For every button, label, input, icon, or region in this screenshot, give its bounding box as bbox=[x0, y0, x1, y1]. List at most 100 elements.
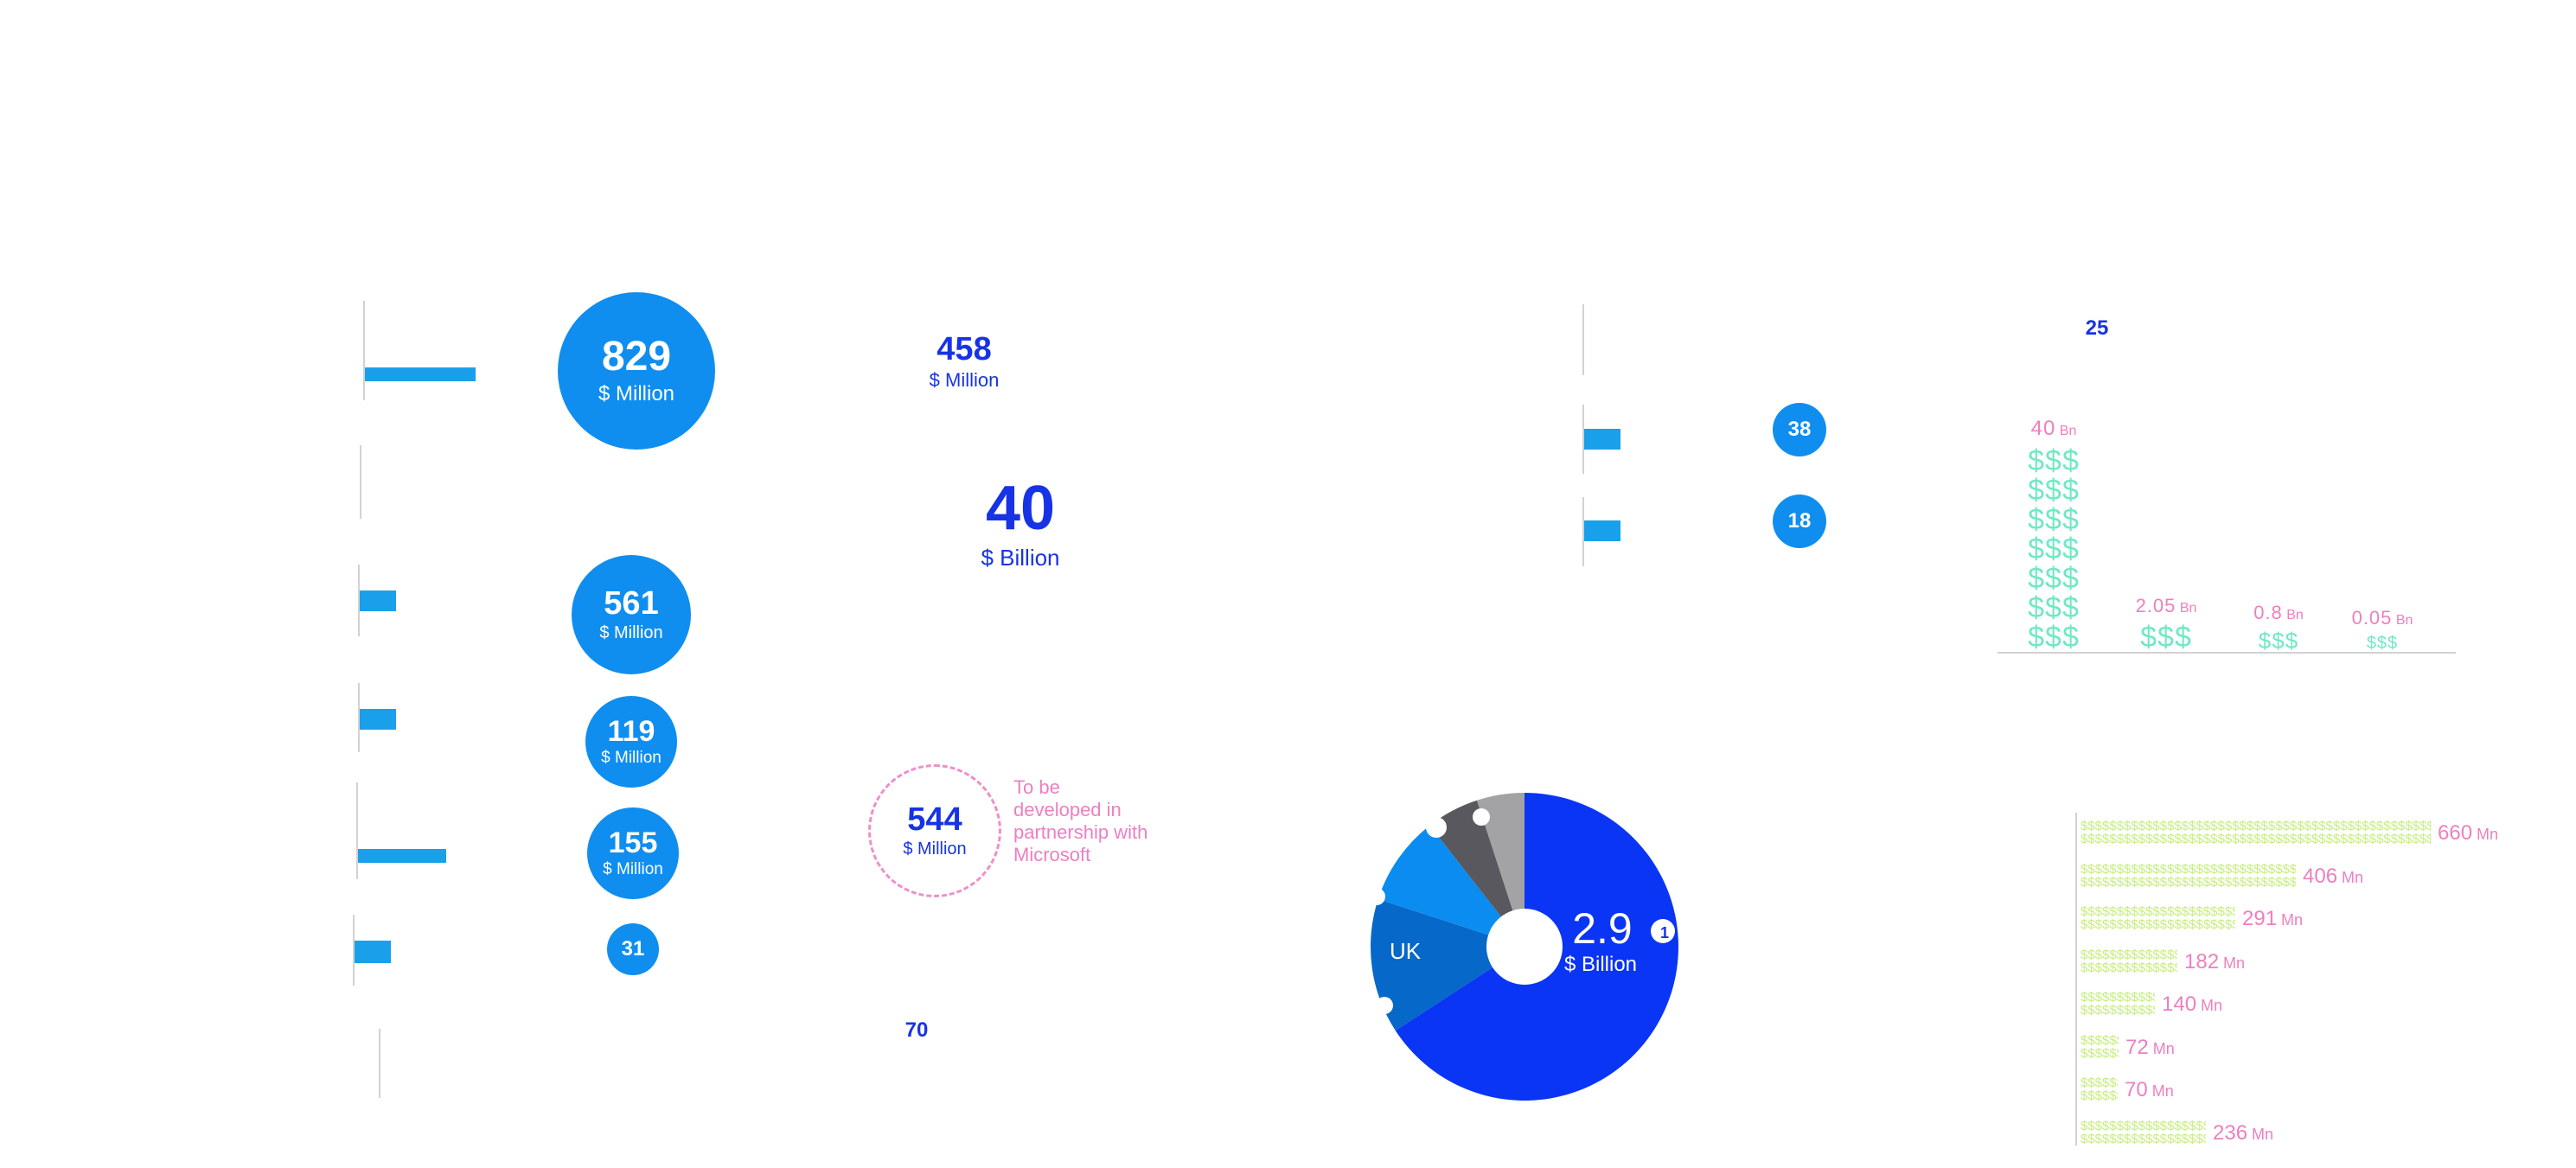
donut-value: 2.9 bbox=[1572, 904, 1633, 953]
left-axis-line-6 bbox=[353, 915, 355, 986]
left-axis-line-1 bbox=[363, 301, 365, 400]
donut-edge-label: 1 bbox=[1660, 924, 1669, 941]
row-value: 140 bbox=[2162, 992, 2197, 1016]
column-3: 0.8 Bn $$$ bbox=[2235, 602, 2322, 654]
right-axis-line-3 bbox=[1582, 497, 1584, 566]
column-1: 40 Bn $$$ $$$ $$$ $$$ $$$ $$$ $$$ bbox=[2010, 417, 2097, 654]
row-value: 291 bbox=[2242, 907, 2278, 930]
left-circle-31: 31 bbox=[607, 923, 659, 975]
row-value-label: 72 Mn bbox=[2125, 1037, 2175, 1058]
left-axis-line-7 bbox=[379, 1029, 380, 1098]
row-unit: Mn bbox=[2219, 954, 2246, 972]
column-glyph: $$$ bbox=[2028, 621, 2080, 654]
row-value-label: 140 Mn bbox=[2162, 994, 2222, 1015]
left-bar-1 bbox=[365, 367, 476, 381]
row-chart-axis bbox=[2075, 813, 2077, 1146]
column-value-label: 40 Bn bbox=[2031, 417, 2077, 441]
row-glyph-line: $$$$$$ bbox=[2081, 1076, 2118, 1090]
column-glyph: $$$ bbox=[2140, 621, 2192, 654]
circle-value: 38 bbox=[1787, 418, 1812, 441]
row-value-label: 406 Mn bbox=[2303, 864, 2363, 888]
row-value: 72 bbox=[2125, 1035, 2149, 1059]
row-unit: Mn bbox=[2196, 997, 2223, 1014]
column-glyph: $$$ bbox=[2028, 474, 2080, 507]
row-value-label: 660 Mn bbox=[2438, 823, 2498, 844]
circle-value: 561 bbox=[604, 585, 659, 622]
left-axis-line-3 bbox=[358, 565, 360, 636]
right-circle-18: 18 bbox=[1773, 495, 1826, 548]
column-unit: Bn bbox=[2392, 613, 2413, 628]
label-25: 25 bbox=[2085, 316, 2109, 340]
circle-value: 829 bbox=[601, 333, 672, 380]
row-glyph-line: $$$$$$ bbox=[2081, 1045, 2119, 1060]
column-value: 40 bbox=[2030, 417, 2056, 440]
column-unit: Bn bbox=[2282, 608, 2304, 622]
right-circle-38: 38 bbox=[1773, 403, 1826, 456]
column-glyph: $$$ bbox=[2028, 562, 2080, 595]
left-axis-line-5 bbox=[356, 782, 358, 879]
circle-unit: $ Million bbox=[601, 748, 662, 767]
row-value-label: 291 Mn bbox=[2242, 909, 2303, 929]
column-value: 0.05 bbox=[2351, 607, 2393, 629]
column-glyph: $$$ bbox=[2028, 533, 2080, 565]
row-value: 182 bbox=[2184, 949, 2220, 973]
left-axis-line-2 bbox=[360, 445, 361, 519]
column-4: 0.05 Bn $$$ bbox=[2339, 607, 2426, 653]
row-value: 406 bbox=[2303, 864, 2338, 888]
row-value: 660 bbox=[2438, 821, 2473, 845]
row-glyph-line: $$$$$$$$$$$$$$$$$$$$$$$$ bbox=[2081, 917, 2235, 931]
left-bar-5 bbox=[358, 849, 446, 863]
row-glyph-line: $$$$$$$$$$$$$$$$$$$$ bbox=[2081, 1131, 2206, 1146]
row-glyph-line: $$$$$$$$$$$$$$$$$$$$$$$$$$$$$$$$$$$$$$$$… bbox=[2081, 820, 2431, 833]
left-bar-6 bbox=[355, 941, 391, 963]
stat-unit: $ Billion bbox=[981, 545, 1060, 571]
right-bar-2 bbox=[1584, 520, 1620, 541]
row-unit: Mn bbox=[2147, 1082, 2174, 1100]
left-circle-829: 829 $ Million bbox=[558, 292, 715, 450]
row-value: 236 bbox=[2213, 1120, 2248, 1145]
stat-value: 40 bbox=[985, 474, 1056, 543]
row-glyph-line: $$$$$$$$$$$$ bbox=[2081, 1003, 2155, 1017]
row-glyph-line: $$$$$$$$$$$$ bbox=[2081, 991, 2155, 1005]
row-glyph-line: $$$$$$ bbox=[2081, 1088, 2118, 1102]
circle-unit: $ Million bbox=[603, 859, 663, 878]
donut-segment-dark bbox=[1429, 800, 1525, 947]
row-glyph-line: $$$$$$$$$$$$$$$$$$$$$$$$ bbox=[2081, 905, 2235, 919]
column-value-label: 2.05 Bn bbox=[2136, 595, 2197, 617]
donut-marker-left bbox=[1368, 888, 1385, 905]
column-glyph: $$$ bbox=[2258, 628, 2299, 654]
donut-marker-bottom-left bbox=[1376, 997, 1393, 1014]
row-glyphs: $$$$$$$$$$$$$$$$$$$$$$$$$$$$$$$$$$$$$$$$… bbox=[2081, 863, 2296, 889]
donut-svg: 1 UK 2.9 $ Billion bbox=[1368, 793, 1678, 1101]
stat-unit: $ Million bbox=[929, 369, 1000, 391]
right-axis-line-2 bbox=[1582, 405, 1584, 474]
stat-544-dashed-circle: 544 $ Million bbox=[868, 764, 1001, 897]
column-value-label: 0.05 Bn bbox=[2352, 607, 2413, 629]
row-glyphs: $$$$$$$$$$$$$$$$$$$$$$$$ bbox=[2081, 991, 2155, 1017]
row-glyphs: $$$$$$$$$$$$$$$$$$$$$$$$$$$$$$ bbox=[2081, 948, 2177, 974]
row-glyphs: $$$$$$$$$$$$ bbox=[2081, 1076, 2118, 1102]
dollar-column-chart: 40 Bn $$$ $$$ $$$ $$$ $$$ $$$ $$$ 2.05 Bn $$$ 0.8 … bbox=[1998, 406, 2456, 657]
donut-segment-grey bbox=[1476, 793, 1525, 947]
row-unit: Mn bbox=[2277, 911, 2304, 929]
donut-segment-uk bbox=[1371, 898, 1525, 1031]
row-unit: Mn bbox=[2148, 1039, 2175, 1057]
circle-value: 31 bbox=[621, 937, 645, 961]
column-glyph: $$$ bbox=[2366, 634, 2399, 653]
left-circle-155: 155 $ Million bbox=[587, 807, 679, 899]
donut-segment-light bbox=[1377, 825, 1525, 947]
column-2: 2.05 Bn $$$ bbox=[2123, 595, 2209, 654]
left-bar-3 bbox=[360, 590, 396, 611]
circle-value: 18 bbox=[1787, 509, 1812, 533]
row-glyphs: $$$$$$$$$$$$$$$$$$$$$$$$$$$$$$$$$$$$$$$$ bbox=[2081, 1120, 2206, 1146]
row-glyph-line: $$$$$$$$$$$$$$$$$$$$$$$$$$$$$$$$$$ bbox=[2081, 862, 2296, 877]
donut-marker-right bbox=[1651, 919, 1675, 943]
column-glyph: $$$ bbox=[2028, 503, 2080, 536]
left-circle-561: 561 $ Million bbox=[572, 555, 691, 674]
row-glyph-line: $$$$$$$$$$$$$$$$$$$$$$$$$$$$$$$$$$ bbox=[2081, 874, 2296, 889]
stat-544-note: To be developed in partnership with Micr… bbox=[1013, 776, 1148, 865]
row-value-label: 70 Mn bbox=[2125, 1080, 2174, 1101]
stat-value: 544 bbox=[907, 801, 962, 838]
row-value-label: 236 Mn bbox=[2213, 1120, 2273, 1145]
column-glyph: $$$ bbox=[2028, 591, 2080, 624]
